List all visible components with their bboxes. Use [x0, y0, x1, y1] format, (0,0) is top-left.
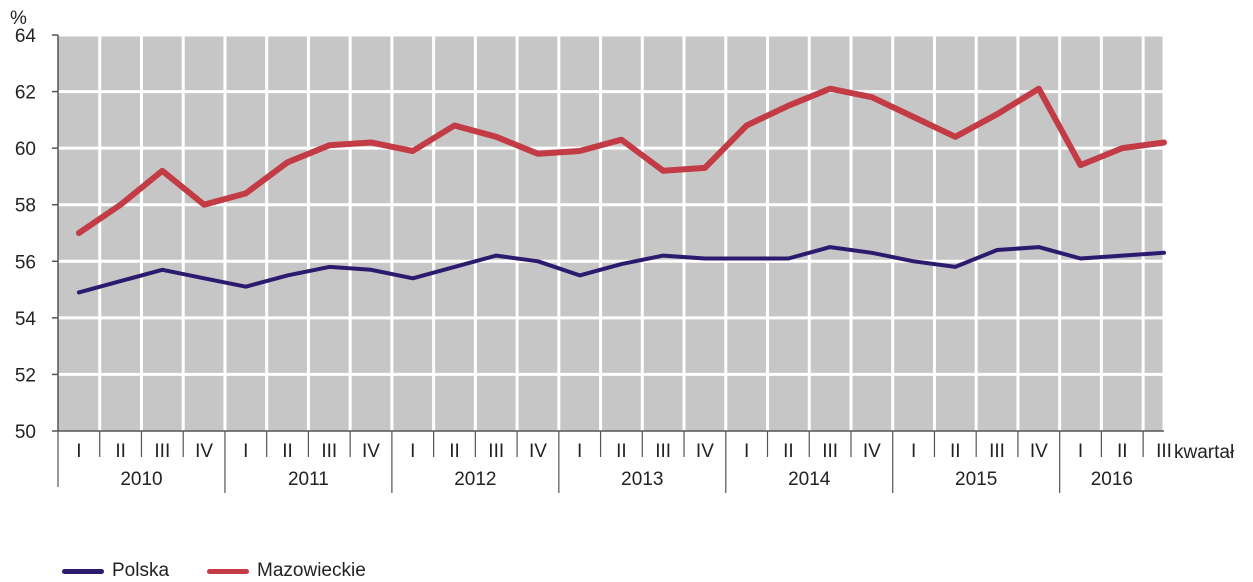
quarter-label: IV: [362, 441, 380, 462]
legend-item-polska: Polska: [62, 560, 169, 582]
year-label: 2011: [288, 469, 329, 490]
quarter-label: II: [1117, 441, 1128, 462]
x-tick-labels: I II III IV I II III IV I II III IV I II III IV I II III IV…: [76, 441, 1172, 490]
quarter-label: III: [822, 441, 838, 462]
quarter-label: II: [115, 441, 126, 462]
y-tick-label: 50: [15, 422, 36, 443]
y-tick-label: 62: [15, 83, 36, 104]
year-label: 2015: [955, 469, 997, 490]
quarter-label: I: [911, 441, 916, 462]
horizontal-gridlines: [58, 33, 1164, 376]
series-lines: [75, 85, 1167, 295]
quarter-label: IV: [1030, 441, 1048, 462]
quarter-label: I: [1078, 441, 1083, 462]
y-tick-label: 60: [15, 139, 36, 160]
quarter-label: III: [655, 441, 671, 462]
vertical-gridlines: [98, 35, 1166, 431]
year-label: 2013: [621, 469, 663, 490]
year-label: 2012: [454, 469, 496, 490]
year-label: 2010: [120, 469, 162, 490]
legend-label-polska: Polska: [112, 560, 170, 581]
y-tick-label: 58: [15, 196, 36, 217]
year-label: 2016: [1091, 469, 1133, 490]
year-label: 2014: [788, 469, 831, 490]
quarter-label: I: [410, 441, 415, 462]
plot-area: [58, 35, 1164, 431]
quarter-label: I: [744, 441, 749, 462]
legend-swatch-polska: [62, 568, 104, 574]
y-tick-label: 54: [15, 309, 37, 330]
y-axis-label: %: [10, 8, 27, 29]
y-tick-labels: 50 52 54 56 58 60 62 64: [15, 26, 37, 443]
series-line-polska: [76, 245, 1166, 295]
y-tick-label: 52: [15, 365, 36, 386]
legend-swatch-mazowieckie: [207, 568, 250, 574]
axes: [52, 34, 1164, 493]
legend-label-mazowieckie: Mazowieckie: [257, 560, 366, 581]
quarter-label: IV: [529, 441, 547, 462]
quarter-label: III: [989, 441, 1005, 462]
x-axis-label: kwartał: [1174, 442, 1235, 463]
quarter-label: III: [321, 441, 337, 462]
y-tick-label: 64: [15, 26, 37, 47]
y-tick-label: 56: [15, 252, 36, 273]
quarter-label: II: [783, 441, 794, 462]
quarter-label: II: [616, 441, 627, 462]
quarter-label: IV: [863, 441, 881, 462]
quarter-label: I: [243, 441, 248, 462]
series-line-mazowieckie: [75, 85, 1167, 236]
quarter-label: I: [76, 441, 81, 462]
quarter-label: II: [282, 441, 293, 462]
quarter-label: III: [488, 441, 504, 462]
quarter-label: IV: [696, 441, 714, 462]
quarter-label: IV: [195, 441, 213, 462]
quarter-label: III: [154, 441, 170, 462]
legend-item-mazowieckie: Mazowieckie: [207, 560, 366, 582]
quarter-label: II: [950, 441, 961, 462]
quarter-label: III: [1156, 441, 1172, 462]
legend: Polska Mazowieckie: [62, 560, 404, 582]
quarter-label: II: [449, 441, 460, 462]
quarter-label: I: [577, 441, 582, 462]
